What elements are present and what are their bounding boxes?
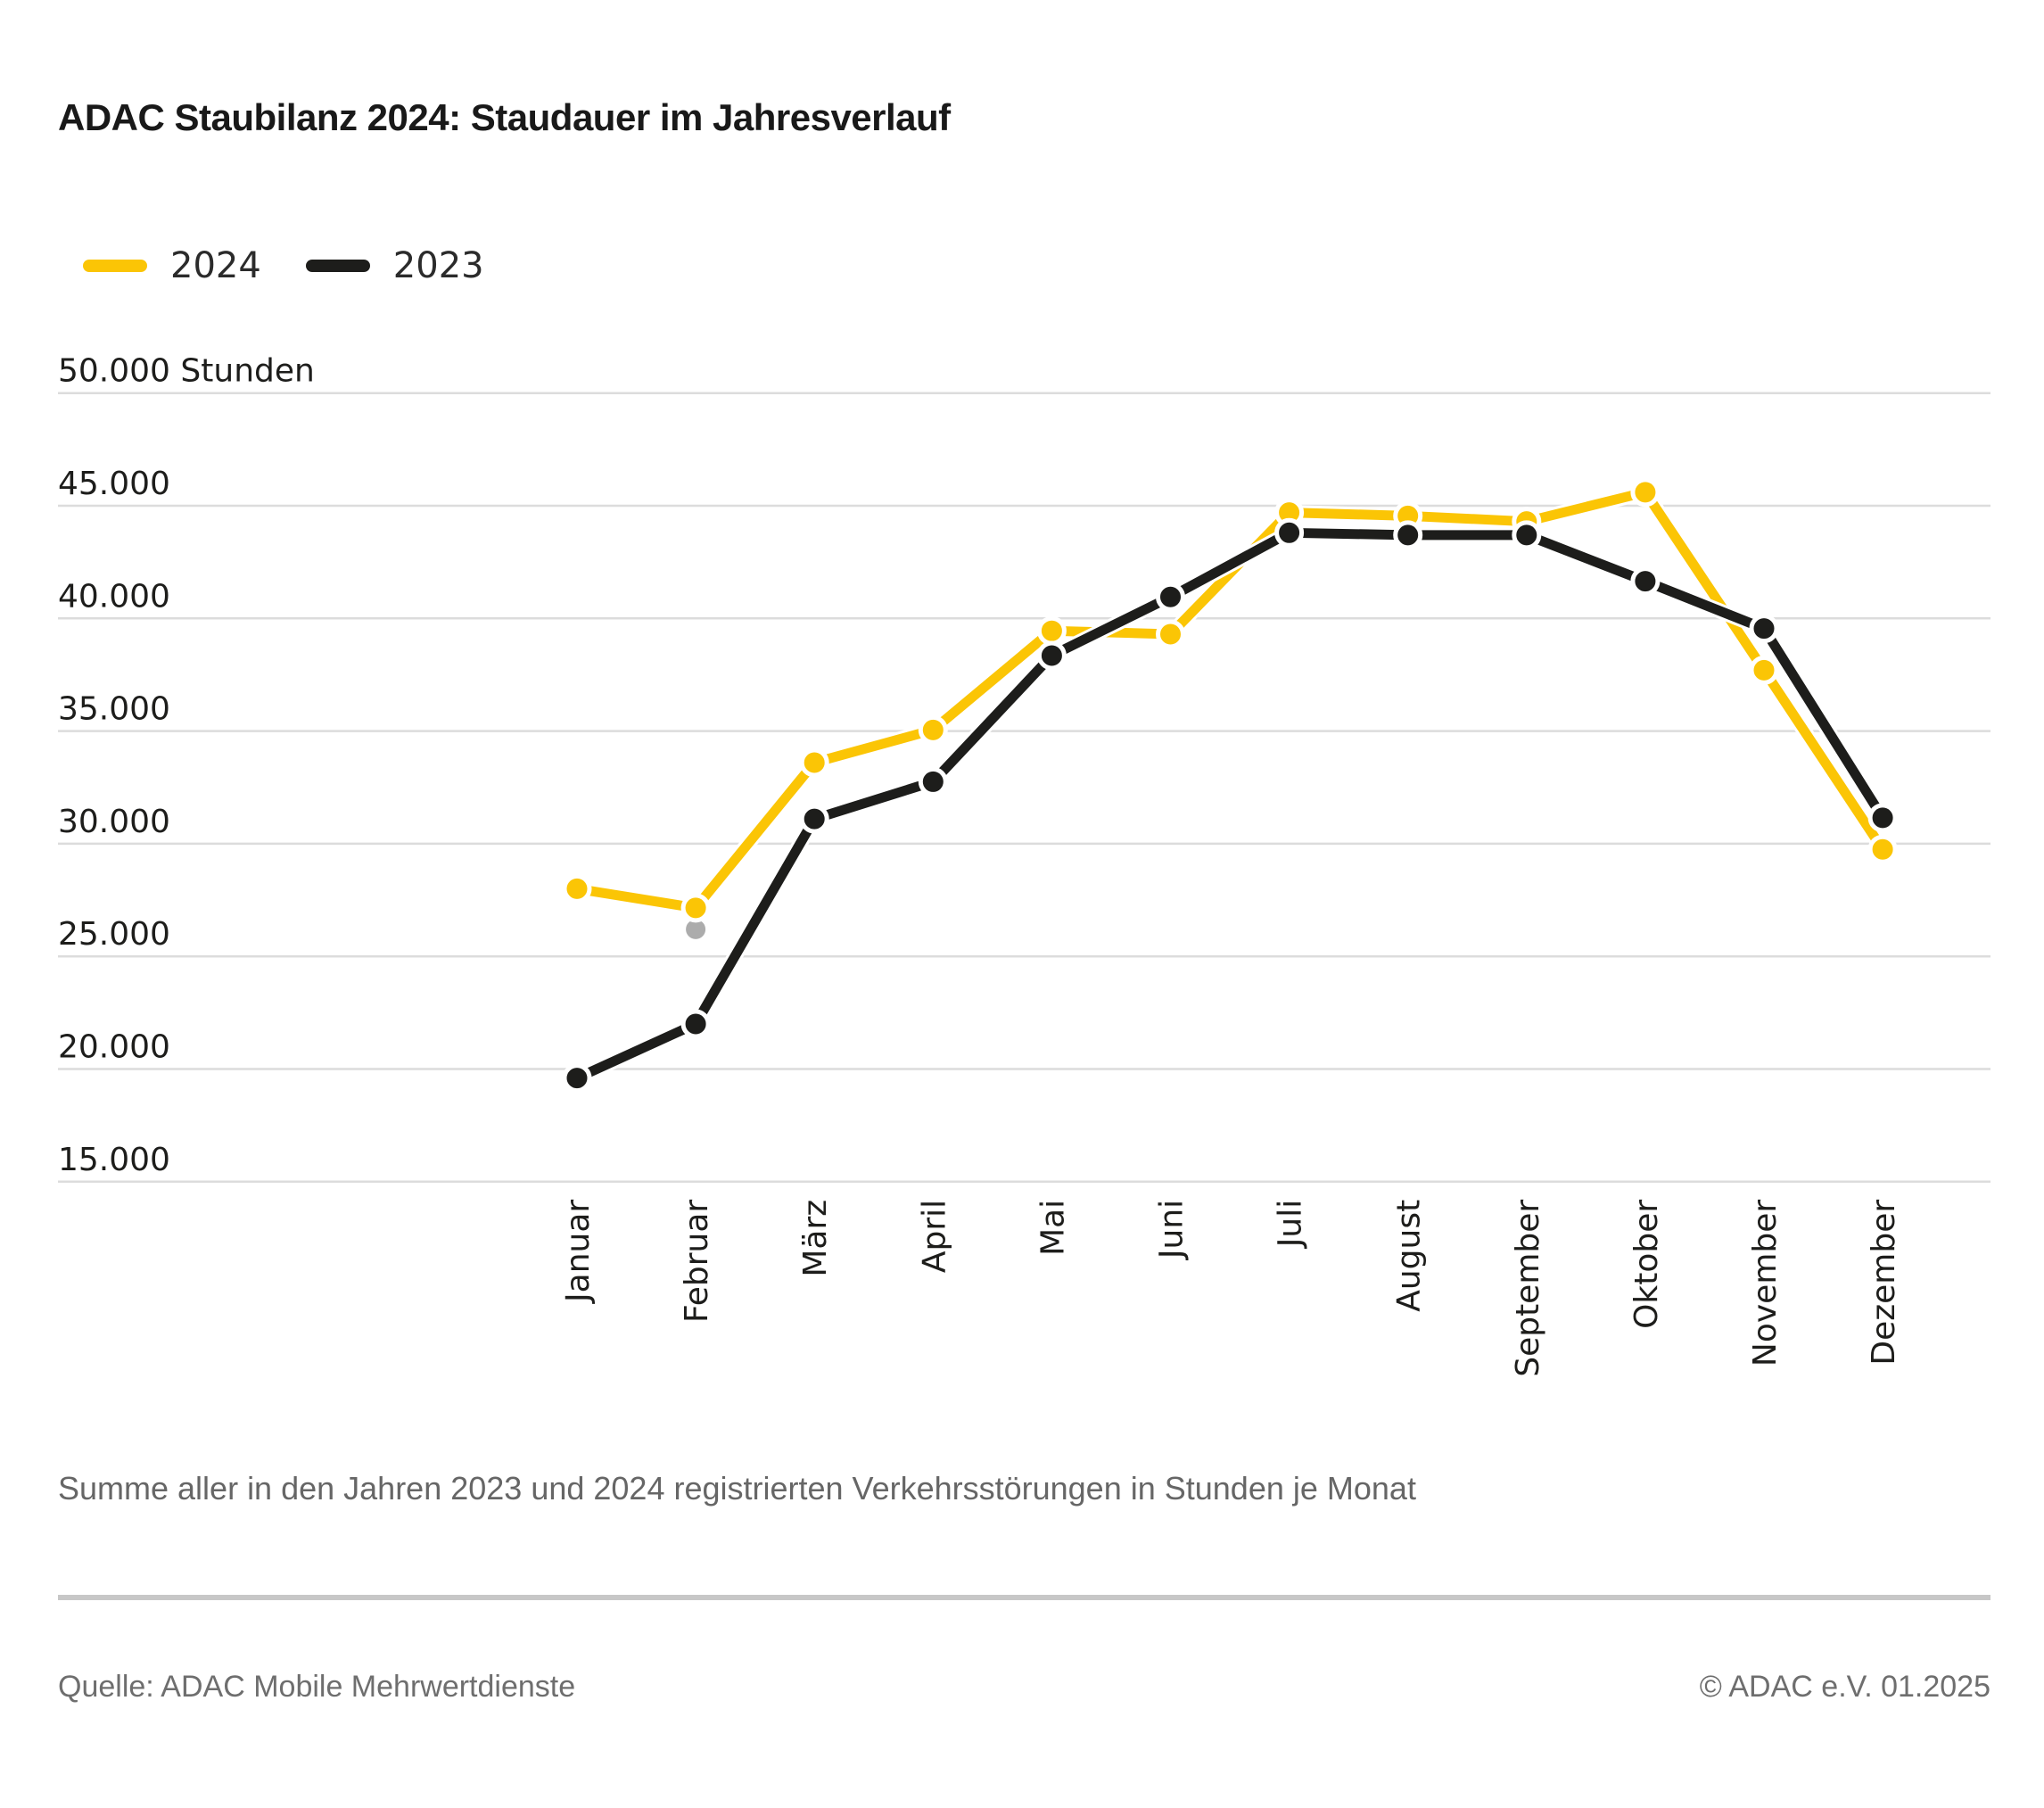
y-tick-label: 45.000: [58, 466, 170, 502]
legend-label-2023: 2023: [392, 245, 484, 286]
series-2024-point: [1156, 619, 1185, 649]
chart-title: ADAC Staubilanz 2024: Staudauer im Jahre…: [58, 96, 951, 138]
series-2024-point: [799, 747, 829, 778]
legend-item-2024: 2024: [83, 246, 261, 285]
series-2023-point: [1512, 520, 1542, 550]
footer: Quelle: ADAC Mobile Mehrwertdienste © AD…: [58, 1670, 1990, 1705]
series-2024-point: [680, 893, 711, 923]
footer-divider: [58, 1595, 1990, 1600]
y-tick-label: 20.000: [58, 1029, 170, 1066]
legend-label-2024: 2024: [170, 245, 261, 286]
legend-swatch-2023: [305, 260, 370, 272]
source-text: Quelle: ADAC Mobile Mehrwertdienste: [58, 1670, 576, 1704]
y-tick-label: 35.000: [58, 691, 170, 728]
series-2024-point: [918, 714, 948, 745]
series-2024-point: [1749, 655, 1779, 685]
series-2023-point: [680, 1009, 711, 1039]
y-tick-label: 15.000: [58, 1142, 170, 1178]
series-2023-point: [1036, 640, 1067, 671]
series-2024-point: [1036, 615, 1067, 646]
series-2023-point: [1274, 517, 1305, 548]
x-tick-label: Februar: [679, 1200, 715, 1323]
legend-swatch-2024: [83, 260, 147, 272]
x-tick-label: November: [1747, 1200, 1784, 1366]
series-2024-line: [572, 487, 1888, 913]
x-tick-label: Juni: [1154, 1200, 1191, 1260]
series-2023-point: [1749, 614, 1779, 644]
y-tick-label: 40.000: [58, 578, 170, 615]
series-2023-point: [1630, 566, 1661, 597]
copyright-text: © ADAC e.V. 01.2025: [1699, 1670, 1990, 1704]
series-2024-point: [1867, 834, 1898, 864]
series-2023-point: [1867, 803, 1898, 833]
series-2023-point: [562, 1063, 592, 1094]
x-tick-label: Mai: [1034, 1200, 1071, 1256]
x-tick-label: März: [797, 1200, 834, 1277]
x-tick-label: Januar: [560, 1200, 597, 1304]
line-chart: 15.000 20.000 25.000 30.000 35.000 40.000 45.0…: [58, 353, 1990, 1377]
legend: 2024 2023: [83, 246, 484, 285]
series-2024-point: [562, 873, 592, 904]
series-2023-point: [799, 804, 829, 834]
series-2023-line: [572, 527, 1888, 1084]
series-2023-point: [1393, 520, 1423, 550]
y-tick-label: 30.000: [58, 804, 170, 840]
x-tick-label: Juli: [1273, 1200, 1309, 1249]
series-2023-point: [1156, 582, 1185, 612]
series-2024-point: [1630, 477, 1661, 508]
series-2023-point: [918, 766, 948, 797]
chart-subtitle: Summe aller in den Jahren 2023 und 2024 …: [58, 1470, 1416, 1507]
x-tick-label: August: [1391, 1200, 1428, 1312]
x-tick-label: Oktober: [1628, 1200, 1665, 1329]
x-tick-label: April: [916, 1200, 952, 1273]
legend-item-2023: 2023: [305, 245, 484, 286]
x-tick-label: Dezember: [1866, 1200, 1902, 1366]
y-tick-label: 50.000 Stunden: [58, 353, 315, 390]
x-tick-label: September: [1510, 1200, 1546, 1377]
y-tick-label: 25.000: [58, 916, 170, 953]
